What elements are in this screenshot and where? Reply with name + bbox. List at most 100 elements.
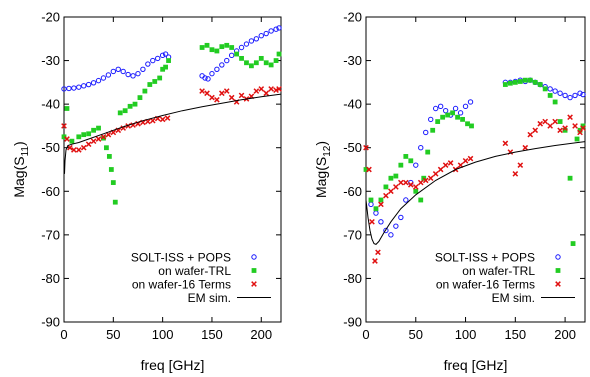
data-point-square (160, 66, 166, 72)
data-point-square (106, 154, 112, 159)
data-point-cross (238, 92, 245, 99)
data-point-circle (552, 88, 558, 94)
data-point-circle (61, 86, 67, 92)
data-point-cross-stroke-b (214, 96, 220, 103)
data-point-square (244, 60, 249, 66)
legend-swatch-cross (251, 281, 257, 287)
data-point-cross-stroke-b (557, 127, 563, 134)
y-axis-label: Mag(S12) (313, 141, 333, 198)
data-point-cross-stroke-b (517, 162, 524, 168)
x-tick-label: 50 (106, 327, 120, 342)
data-point-circle (145, 61, 151, 67)
data-point-cross-stroke-b (467, 155, 474, 162)
legend-label: SOLT-ISS + POPS (435, 251, 535, 265)
data-point-square (112, 199, 118, 205)
x-tick-label: 100 (455, 327, 477, 342)
data-point-circle (567, 94, 573, 101)
legend-label: on wafer-TRL (158, 264, 231, 278)
data-point-circle (238, 44, 245, 51)
data-point-square (408, 158, 414, 164)
data-point-square (152, 79, 158, 84)
legend-label: on wafer-TRL (462, 264, 535, 278)
data-point-circle (115, 66, 121, 72)
data-point-square (580, 123, 586, 129)
data-point-cross (223, 88, 230, 94)
data-point-circle (378, 219, 384, 225)
em-sim-curve (365, 141, 586, 245)
data-point-square (239, 55, 244, 61)
data-point-circle (276, 25, 282, 31)
data-point-cross-stroke-b (85, 141, 92, 148)
data-point-square (69, 138, 75, 144)
legend-swatch-square (555, 268, 561, 273)
y-axis-label: Mag(S11) (11, 141, 31, 197)
data-point-cross-stroke-b (412, 184, 419, 190)
data-point-cross (209, 94, 215, 101)
y-tick-label: -80 (41, 271, 60, 286)
data-point-square (108, 167, 114, 172)
chart-s11: -20 -30 -40 -50 -60 -70 -80 -900 50 100 150 200 freq… (11, 10, 282, 373)
data-point-circle (577, 90, 583, 96)
legend-label: EM sim. (188, 291, 231, 305)
legend-swatch-circle (555, 254, 561, 260)
data-point-cross-stroke-b (204, 90, 210, 97)
data-point-square (110, 180, 116, 185)
data-point-circle (413, 162, 419, 168)
data-point-square (253, 60, 259, 66)
data-point-cross (258, 86, 265, 92)
y-tick-label: -70 (41, 227, 60, 242)
data-point-cross-stroke-b (366, 166, 372, 173)
data-point-circle (388, 232, 394, 238)
data-point-cross-stroke-b (417, 179, 424, 186)
data-point-circle (120, 68, 126, 75)
data-point-circle (159, 52, 166, 59)
data-point-cross (417, 179, 424, 186)
y-tick-label: -50 (41, 140, 60, 155)
data-point-circle (253, 36, 260, 42)
legend-swatch-cross-stroke-b (555, 281, 561, 287)
data-point-square (122, 108, 128, 114)
data-point-square (219, 44, 225, 50)
data-point-cross (363, 144, 369, 151)
data-point-circle (130, 73, 136, 79)
data-point-circle (383, 227, 389, 234)
y-tick-label: -20 (343, 10, 362, 25)
y-tick-label: -60 (41, 184, 60, 199)
x-tick-label: 150 (201, 327, 223, 342)
data-point-cross-stroke-b (61, 123, 67, 129)
data-point-circle (66, 85, 72, 92)
data-point-circle (258, 33, 264, 39)
data-point-cross-stroke-b (263, 90, 270, 97)
data-point-cross-stroke-b (228, 94, 235, 101)
data-point-square (64, 106, 70, 111)
data-point-cross (366, 166, 372, 173)
data-point-square (460, 116, 465, 122)
data-point-square (137, 95, 143, 101)
data-point-cross-stroke-b (268, 86, 274, 92)
data-point-circle (263, 30, 269, 37)
data-point-cross-stroke-b (369, 218, 375, 225)
legend-swatch-square (251, 268, 257, 273)
data-point-circle (580, 91, 586, 98)
data-point-cross (412, 184, 419, 190)
data-point-circle (205, 76, 211, 82)
data-point-cross (253, 88, 260, 94)
data-point-circle (76, 84, 82, 90)
data-point-square (234, 51, 240, 57)
data-point-circle (219, 62, 225, 68)
data-point-square (163, 64, 168, 70)
data-point-cross-stroke-b (90, 138, 97, 145)
data-point-square (507, 80, 513, 86)
x-tick-label: 0 (362, 327, 369, 342)
data-point-square (157, 75, 163, 81)
data-point-square (268, 62, 274, 68)
data-point-cross-stroke-b (502, 140, 509, 147)
data-point-cross-stroke-b (80, 144, 87, 151)
data-point-cross-stroke-b (276, 86, 282, 92)
data-point-cross-stroke-b (572, 123, 578, 129)
data-point-cross (532, 127, 539, 134)
y-tick-label: -90 (343, 315, 362, 330)
data-point-square (527, 77, 533, 83)
data-point-cross (61, 123, 67, 129)
